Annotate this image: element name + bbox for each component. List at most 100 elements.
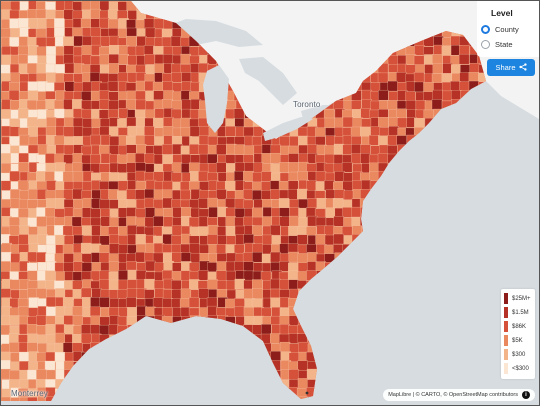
county-tile <box>8 90 20 101</box>
county-tile <box>334 189 345 200</box>
county-tile <box>171 289 182 300</box>
county-tile <box>415 100 427 111</box>
county-tile <box>127 225 138 236</box>
county-tile <box>361 99 372 110</box>
county-tile <box>36 315 47 326</box>
county-tile <box>216 270 227 281</box>
county-tile <box>180 288 192 299</box>
county-tile <box>81 333 92 345</box>
county-tile <box>26 324 38 335</box>
county-tile <box>90 208 101 219</box>
county-tile <box>63 36 74 47</box>
county-tile <box>153 145 164 156</box>
county-tile <box>64 62 75 74</box>
county-tile <box>181 207 192 218</box>
legend-item: $86K <box>504 321 526 332</box>
county-tile <box>413 72 425 83</box>
county-tile <box>10 397 21 401</box>
county-tile <box>99 99 110 110</box>
radio-state[interactable] <box>481 40 490 49</box>
county-tile <box>190 252 201 264</box>
county-tile <box>315 171 327 182</box>
county-tile <box>18 306 30 317</box>
county-tile <box>207 279 218 290</box>
level-option-county[interactable]: County <box>481 25 519 34</box>
county-tile <box>316 198 327 209</box>
legend-swatch <box>504 349 508 360</box>
county-tile <box>163 90 174 101</box>
legend-label: $1.5M <box>512 309 529 316</box>
county-tile <box>180 53 191 65</box>
legend-label: <$300 <box>512 365 529 372</box>
county-tile <box>118 244 130 255</box>
county-tile <box>36 369 47 380</box>
county-tile <box>207 234 218 245</box>
county-tile <box>360 144 371 155</box>
county-tile <box>145 64 156 76</box>
county-tile <box>387 80 398 92</box>
county-tile <box>324 234 336 246</box>
county-tile <box>270 251 281 263</box>
county-tile <box>55 332 66 344</box>
county-tile <box>109 35 120 47</box>
county-tile <box>243 145 255 156</box>
county-tile <box>27 369 38 381</box>
county-tile <box>55 234 66 246</box>
share-button[interactable]: Share <box>487 59 535 76</box>
county-tile <box>423 91 434 102</box>
county-tile <box>252 251 263 263</box>
county-tile <box>270 180 281 191</box>
county-tile <box>388 126 400 137</box>
county-tile <box>45 82 56 93</box>
county-tile <box>180 127 191 138</box>
county-tile <box>154 63 165 74</box>
county-tile <box>46 54 57 66</box>
county-tile <box>197 270 209 281</box>
county-tile <box>1 359 11 371</box>
county-tile <box>126 288 138 299</box>
attribution-text[interactable]: MapLibre | © CARTO, © OpenStreetMap cont… <box>388 392 518 398</box>
county-tile <box>28 18 39 29</box>
county-tile <box>278 198 290 209</box>
info-icon[interactable]: i <box>522 391 530 399</box>
legend-label: $300 <box>512 351 526 358</box>
county-tile <box>144 289 155 300</box>
county-tile <box>198 135 210 146</box>
county-tile <box>135 153 146 164</box>
county-tile <box>71 216 83 228</box>
county-tile <box>162 54 174 65</box>
county-tile <box>55 306 66 317</box>
county-tile <box>36 252 47 263</box>
county-tile <box>252 324 263 336</box>
county-tile <box>108 91 119 102</box>
radio-county[interactable] <box>481 25 490 34</box>
county-tile <box>10 262 21 273</box>
county-tile <box>54 64 66 75</box>
county-tile <box>189 46 200 57</box>
county-tile <box>109 234 120 245</box>
county-tile <box>107 81 119 92</box>
county-tile <box>108 261 120 272</box>
county-tile <box>260 190 272 201</box>
county-tile <box>80 242 92 254</box>
county-tile <box>45 99 56 110</box>
county-tile <box>387 55 399 66</box>
lake-huron <box>239 57 297 105</box>
county-tile <box>432 63 444 74</box>
county-tile <box>18 234 29 245</box>
county-tile <box>162 126 174 137</box>
level-option-state[interactable]: State <box>481 40 513 49</box>
county-tile <box>100 134 112 146</box>
county-tile <box>89 324 101 335</box>
county-tile <box>153 117 164 129</box>
county-tile <box>127 55 138 66</box>
county-tile <box>270 152 281 164</box>
county-tile <box>298 217 309 228</box>
county-tile <box>91 36 102 47</box>
legend-item: $5K <box>504 335 523 346</box>
county-tile <box>1 234 11 245</box>
county-tile <box>63 262 74 273</box>
county-tile <box>189 243 200 254</box>
county-tile <box>135 90 146 102</box>
